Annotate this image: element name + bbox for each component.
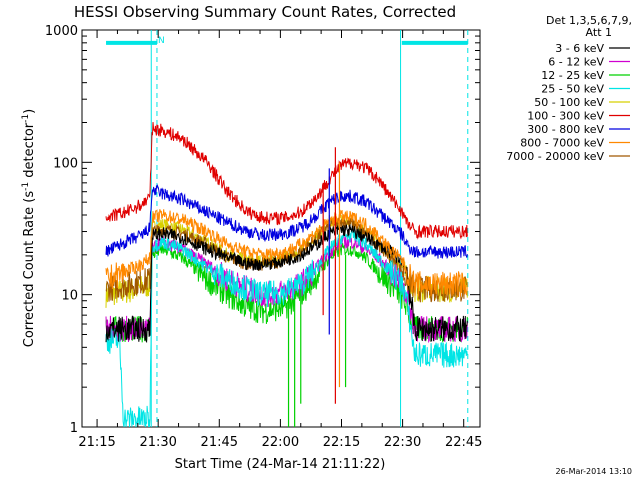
plot-frame [81, 29, 481, 428]
y-tick-label-1: 10 [61, 289, 78, 304]
x-tick-label-0: 21:15 [78, 435, 115, 450]
series-line-7 [105, 209, 468, 297]
x-tick-label-5: 22:30 [384, 435, 421, 450]
y-axis-label-sup-1: -1 [21, 182, 31, 191]
legend-header-detectors: Det 1,3,5,6,7,9, [546, 14, 632, 27]
x-tick-label-6: 22:45 [445, 435, 482, 450]
legend-label-8: 7000 - 20000 keV [506, 150, 604, 163]
series-line-6 [105, 183, 468, 260]
y-tick-label-3: 1000 [45, 24, 78, 39]
series-line-3 [105, 227, 468, 428]
y-axis-label-end: ) [22, 109, 37, 114]
series-line-5 [105, 122, 468, 240]
legend-label-3: 25 - 50 keV [541, 83, 604, 96]
legend-label-4: 50 - 100 keV [534, 96, 604, 109]
y-axis-label-main: Corrected Count Rate (s [22, 191, 37, 348]
plot-area [81, 29, 481, 428]
y-axis-label-middle: detector [22, 122, 37, 182]
x-tick-label-2: 21:45 [201, 435, 238, 450]
chart-title: HESSI Observing Summary Count Rates, Cor… [74, 3, 456, 21]
spike-group [287, 147, 347, 427]
legend-header-attenuator: Att 1 [586, 26, 612, 39]
x-tick-label-1: 21:30 [139, 435, 176, 450]
legend-label-0: 3 - 6 keV [555, 42, 604, 55]
y-axis-label-sup-2: -1 [21, 114, 31, 123]
x-tick-label-4: 22:15 [323, 435, 360, 450]
y-axis-label: Corrected Count Rate (s-1 detector-1) [21, 109, 37, 347]
legend-label-2: 12 - 25 keV [541, 69, 604, 82]
legend-label-6: 300 - 800 keV [527, 123, 604, 136]
series-group [105, 122, 468, 428]
timestamp: 26-Mar-2014 13:10 [556, 467, 633, 476]
legend-label-5: 100 - 300 keV [527, 110, 604, 123]
x-axis-label: Start Time (24-Mar-14 21:11:22) [175, 457, 386, 472]
y-tick-label-2: 100 [53, 156, 78, 171]
legend-label-7: 800 - 7000 keV [520, 137, 604, 150]
axes-group: 21:15 21:30 21:45 22:00 22:15 22:30 22:45 1 10 10… [45, 24, 483, 450]
x-tick-label-3: 22:00 [262, 435, 299, 450]
flag-label: N [158, 36, 165, 46]
y-tick-label-0: 1 [70, 421, 78, 436]
legend-label-1: 6 - 12 keV [548, 56, 604, 69]
